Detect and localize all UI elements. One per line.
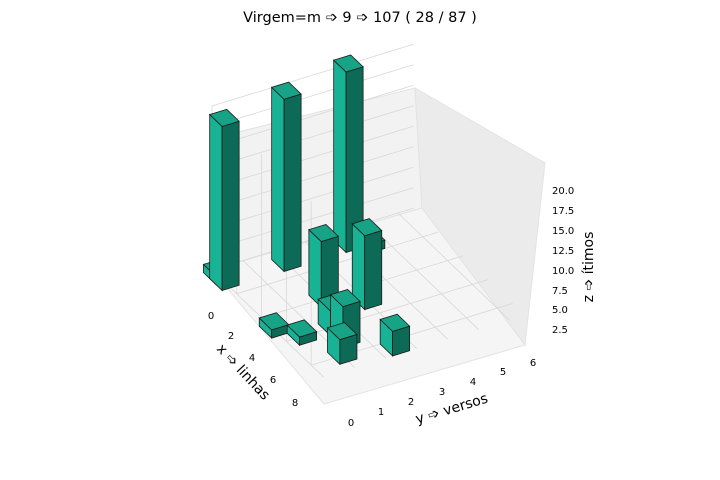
bar-face-top	[326, 322, 358, 341]
bar-face-top	[379, 313, 411, 332]
bar-3d	[270, 81, 302, 273]
z-tick-label: 10.0	[552, 266, 574, 277]
bar-3d	[208, 108, 240, 292]
y-tick-label: 5	[500, 367, 506, 378]
x-axis-ticks: 0 2 4 6 8	[208, 311, 298, 409]
bar-face-top	[308, 223, 340, 243]
bar-face-side	[221, 120, 240, 292]
bar-face-front	[209, 113, 223, 292]
z-tick-label: 5.0	[552, 305, 568, 316]
bar-3d	[308, 223, 340, 309]
bar-face-top	[351, 218, 383, 237]
bar-face-top	[329, 289, 361, 308]
z-tick-label: 7.5	[552, 286, 568, 297]
bar-face-top	[332, 54, 364, 73]
bar-face-top	[270, 81, 302, 100]
bars-layer	[202, 54, 411, 366]
x-axis-label: x ➩ linhas	[213, 341, 273, 403]
bar-face-front	[308, 228, 322, 309]
bar-face-side	[364, 229, 383, 311]
y-tick-label: 0	[348, 418, 354, 429]
chart-title: Virgem=m ➩ 9 ➩ 107 ( 28 / 87 )	[243, 10, 477, 26]
bar-face-side	[283, 93, 302, 273]
x-tick-label: 2	[228, 331, 234, 342]
z-tick-label: 2.5	[552, 325, 568, 336]
bar-3d	[286, 319, 318, 347]
y-tick-label: 2	[408, 397, 414, 408]
bar-face-front	[333, 59, 347, 254]
y-axis-ticks: 0 1 2 3 4 5 6	[348, 358, 536, 429]
z-tick-label: 12.5	[552, 246, 574, 257]
bar-3d	[351, 218, 383, 311]
x-tick-label: 6	[270, 375, 276, 386]
y-tick-label: 4	[470, 377, 476, 388]
z-axis-ticks: 2.5 5.0 7.5 10.0 12.5 15.0 17.5 20.0	[552, 186, 574, 336]
bar-face-top	[208, 108, 240, 127]
x-tick-label: 4	[249, 353, 255, 364]
x-tick-label: 8	[292, 398, 298, 409]
z-tick-label: 17.5	[552, 206, 574, 217]
z-tick-label: 15.0	[552, 226, 574, 237]
z-tick-label: 20.0	[552, 186, 574, 197]
y-axis-label: y ➩ versos	[414, 391, 490, 428]
bar-face-top	[286, 319, 318, 338]
bar-3d	[379, 313, 411, 357]
y-tick-label: 3	[439, 387, 445, 398]
bar-face-front	[271, 86, 285, 273]
x-tick-label: 0	[208, 311, 214, 322]
y-tick-label: 6	[530, 358, 536, 369]
y-tick-label: 1	[378, 407, 384, 418]
bar-3d	[326, 322, 358, 366]
z-axis-label: z ➩ ítimos	[581, 232, 597, 303]
